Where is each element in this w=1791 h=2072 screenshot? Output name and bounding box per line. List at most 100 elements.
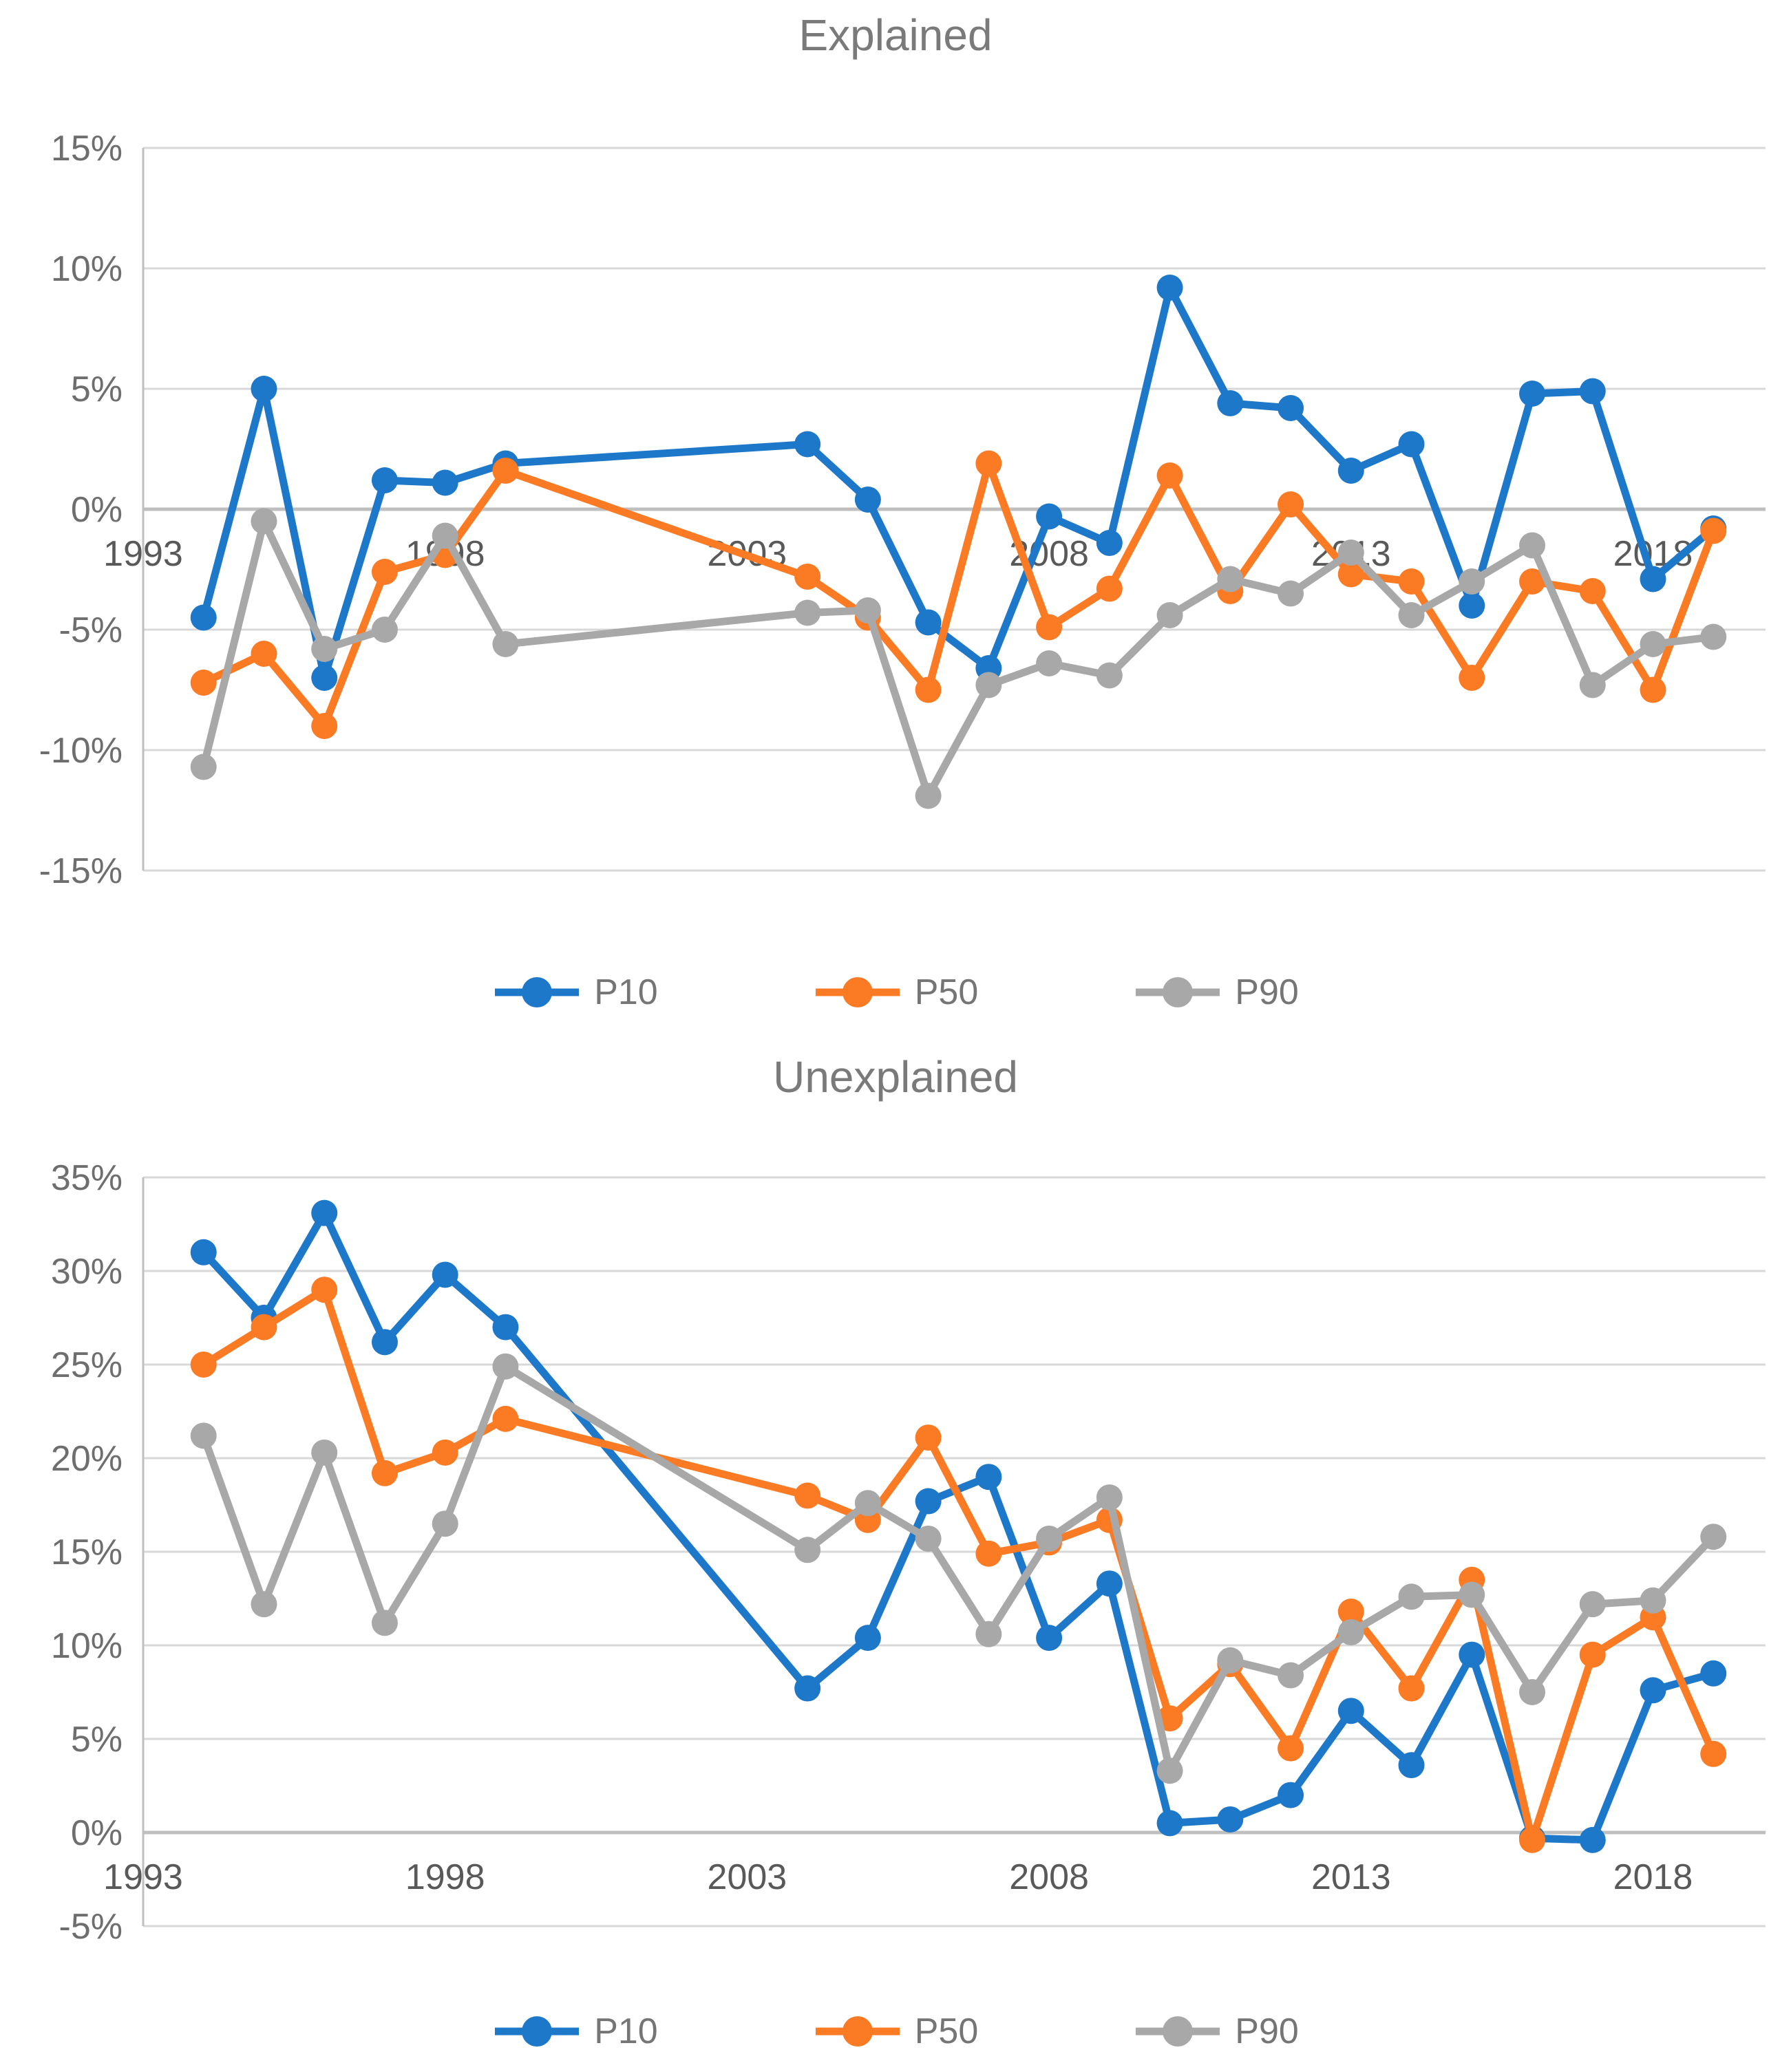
explained-legend-label-p10: P10 <box>594 972 658 1012</box>
unexplained-p10-point <box>1337 1698 1364 1724</box>
unexplained-p10-point <box>1640 1677 1666 1704</box>
explained-legend-item-p10[interactable]: P10 <box>492 972 658 1013</box>
unexplained-p90-point <box>1579 1591 1606 1618</box>
explained-p90-point <box>1459 568 1485 595</box>
explained-p10-point <box>1398 431 1425 458</box>
explained-p90-point <box>794 599 821 626</box>
unexplained-y-tick-label: 0% <box>71 1813 123 1853</box>
explained-p90-point <box>854 597 881 623</box>
unexplained-y-tick-label: 20% <box>51 1439 123 1479</box>
explained-p10-point <box>371 467 398 493</box>
explained-p50-point <box>1519 568 1546 595</box>
explained-p10-point <box>1156 275 1183 301</box>
unexplained-legend-item-p50[interactable]: P50 <box>813 2011 979 2052</box>
explained-p90-point <box>311 636 338 662</box>
unexplained-p10-point <box>1700 1660 1727 1687</box>
unexplained-x-tick-label: 2003 <box>708 1857 787 1897</box>
explained-p50-line <box>200 460 1717 730</box>
explained-series-p10 <box>190 275 1727 691</box>
explained-y-tick-labels: 15% 10% 5% 0% -5% -10% -15% <box>39 129 123 891</box>
unexplained-p90-line <box>200 1363 1717 1775</box>
explained-legend-item-p90[interactable]: P90 <box>1133 972 1299 1013</box>
explained-p90-point <box>1640 631 1666 657</box>
unexplained-y-tick-labels: 35% 30% 25% 20% 15% 10% 5% 0% -5% <box>51 1158 123 1947</box>
explained-p90-point <box>371 617 398 643</box>
legend-dot-icon <box>522 2016 553 2047</box>
explained-y-tick-label: 15% <box>51 129 123 169</box>
unexplained-legend-item-p90[interactable]: P90 <box>1133 2011 1299 2052</box>
unexplained-p50-point <box>1398 1675 1425 1702</box>
legend-dot-icon <box>842 2016 873 2047</box>
explained-p90-point <box>1398 602 1425 628</box>
unexplained-p10-point <box>432 1261 458 1288</box>
explained-chart-title: Explained <box>798 10 993 60</box>
explained-p10-point <box>251 376 277 402</box>
explained-p10-point <box>1036 503 1063 530</box>
unexplained-legend-label-p10: P10 <box>594 2011 658 2051</box>
explained-p90-point <box>975 672 1002 698</box>
explained-p10-line <box>200 284 1717 682</box>
explained-y-tick-label: -10% <box>39 731 123 771</box>
explained-y-tick-label: -15% <box>39 851 123 891</box>
unexplained-p90-point <box>854 1490 881 1517</box>
explained-p50-point <box>1579 578 1606 604</box>
explained-series-p90 <box>190 508 1727 809</box>
explained-legend-item-p50[interactable]: P50 <box>813 972 979 1013</box>
unexplained-legend-label-p50: P50 <box>914 2011 979 2051</box>
explained-y-tick-label: 5% <box>71 370 123 409</box>
explained-legend-label-p50: P50 <box>914 972 979 1012</box>
explained-p90-point <box>1579 672 1606 698</box>
unexplained-p50-point <box>1700 1740 1727 1767</box>
explained-p90-point <box>1519 532 1546 559</box>
unexplained-p10-point <box>1217 1806 1244 1833</box>
unexplained-p90-point <box>1398 1583 1425 1610</box>
unexplained-p10-point <box>1156 1810 1183 1837</box>
legend-dot-icon <box>1163 977 1194 1007</box>
explained-y-tick-label: -5% <box>59 610 123 650</box>
explained-p90-point <box>1096 662 1123 689</box>
unexplained-p10-point <box>371 1329 398 1356</box>
explained-p50-point <box>1700 517 1727 544</box>
unexplained-gridlines <box>143 1176 1766 1927</box>
unexplained-series-p50 <box>190 1277 1727 1853</box>
unexplained-y-tick-label: -5% <box>59 1907 123 1947</box>
unexplained-legend-marker-p90 <box>1136 2016 1220 2047</box>
explained-y-tick-label: 0% <box>71 490 123 530</box>
unexplained-chart-title: Unexplained <box>773 1052 1018 1102</box>
unexplained-p50-point <box>1579 1641 1606 1668</box>
unexplained-x-tick-label: 2013 <box>1311 1857 1391 1897</box>
explained-series-p50 <box>190 450 1727 739</box>
unexplained-p50-point <box>1519 1826 1546 1853</box>
explained-p50-point <box>975 450 1002 477</box>
unexplained-p10-point <box>854 1625 881 1652</box>
unexplained-x-tick-label: 2018 <box>1613 1857 1693 1897</box>
unexplained-p90-point <box>311 1439 338 1466</box>
explained-p90-point <box>1337 540 1364 566</box>
unexplained-p90-point <box>1036 1525 1063 1552</box>
unexplained-legend-marker-p10 <box>495 2016 580 2047</box>
explained-p10-point <box>1579 378 1606 405</box>
explained-legend: P10 P50 P90 <box>0 958 1791 1027</box>
explained-p10-point <box>854 487 881 513</box>
unexplained-p90-point <box>1337 1619 1364 1645</box>
unexplained-y-tick-label: 5% <box>71 1720 123 1760</box>
explained-p50-point <box>1036 614 1063 641</box>
explained-p50-point <box>1278 491 1304 517</box>
legend-dot-icon <box>522 977 553 1007</box>
explained-p10-point <box>190 604 217 631</box>
unexplained-p50-point <box>1278 1735 1304 1762</box>
unexplained-p90-point <box>251 1591 277 1618</box>
unexplained-p50-point <box>190 1352 217 1378</box>
explained-p10-point <box>1096 530 1123 556</box>
explained-p10-point <box>1278 395 1304 421</box>
unexplained-p90-point <box>432 1510 458 1537</box>
unexplained-p90-point <box>1700 1524 1727 1550</box>
explained-p90-point <box>1156 602 1183 628</box>
explained-p50-point <box>311 713 338 739</box>
unexplained-legend-item-p10[interactable]: P10 <box>492 2011 658 2052</box>
explained-legend-marker-p10 <box>495 977 580 1007</box>
unexplained-p90-point <box>915 1525 942 1552</box>
explained-y-tick-label: 10% <box>51 249 123 289</box>
unexplained-y-tick-label: 30% <box>51 1252 123 1292</box>
unexplained-p10-point <box>915 1488 942 1515</box>
